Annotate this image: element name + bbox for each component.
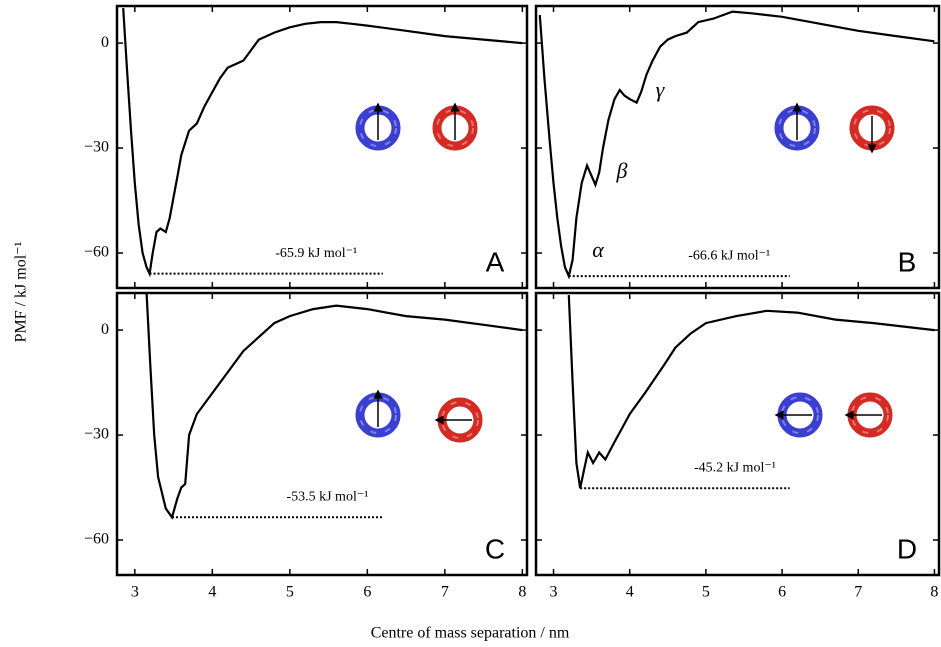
protein-ring-detail — [781, 396, 819, 434]
y-axis-label: PMF / kJ mol⁻¹ — [13, 241, 30, 342]
x-axis-label: Centre of mass separation / nm — [371, 625, 570, 642]
x-tick-label: 7 — [441, 584, 449, 601]
pmf-curve — [145, 293, 523, 520]
protein-ring-detail — [778, 109, 816, 147]
minimum-greek-label: γ — [656, 77, 666, 102]
minimum-label: -53.5 kJ mol⁻¹ — [286, 489, 368, 504]
y-tick-label: 0 — [101, 34, 109, 51]
x-tick-label: 4 — [626, 584, 634, 601]
x-tick-label: 3 — [550, 584, 558, 601]
minimum-greek-label: β — [616, 158, 628, 183]
protein-ring-detail — [359, 396, 397, 434]
minimum-greek-label: α — [592, 237, 604, 262]
minimum-label: -66.6 kJ mol⁻¹ — [688, 248, 770, 263]
x-tick-label: 4 — [208, 584, 216, 601]
panel-letter: B — [898, 246, 917, 277]
minimum-label: -65.9 kJ mol⁻¹ — [275, 246, 357, 261]
x-tick-label: 6 — [778, 584, 786, 601]
protein-ring-detail — [359, 109, 397, 147]
pmf-curve — [567, 295, 935, 489]
x-tick-label: 7 — [854, 584, 862, 601]
x-tick-label: 8 — [930, 584, 938, 601]
y-tick-label: 0 — [101, 321, 109, 338]
protein-ring-detail — [853, 109, 891, 147]
panel-frame — [534, 291, 941, 577]
panel-letter: A — [486, 246, 505, 277]
x-tick-label: 6 — [363, 584, 371, 601]
panel-frame — [115, 4, 529, 290]
x-tick-label: 5 — [286, 584, 294, 601]
y-tick-label: −30 — [84, 139, 109, 156]
x-tick-label: 8 — [518, 584, 526, 601]
y-tick-label: −30 — [84, 426, 109, 443]
x-tick-label: 5 — [702, 584, 710, 601]
panel-letter: C — [485, 533, 505, 564]
y-tick-label: −60 — [84, 531, 109, 548]
pmf-curve — [538, 10, 935, 280]
protein-ring-detail — [851, 396, 889, 434]
y-tick-label: −60 — [84, 244, 109, 261]
panel-letter: D — [897, 533, 917, 564]
protein-ring-detail — [441, 401, 479, 439]
minimum-label: -45.2 kJ mol⁻¹ — [694, 460, 776, 475]
panel-frame — [115, 291, 529, 577]
panel-frame — [534, 4, 941, 290]
x-tick-label: 3 — [131, 584, 139, 601]
pmf-curve — [122, 8, 523, 278]
